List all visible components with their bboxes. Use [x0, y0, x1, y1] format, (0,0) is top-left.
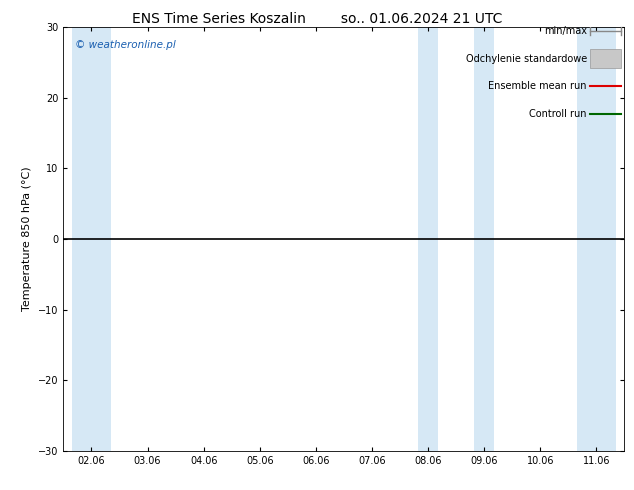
- Bar: [72, 27, 111, 451]
- Bar: [474, 27, 495, 451]
- Bar: [590, 49, 621, 68]
- Text: Odchylenie standardowe: Odchylenie standardowe: [465, 54, 587, 64]
- Y-axis label: Temperature 850 hPa (°C): Temperature 850 hPa (°C): [22, 167, 32, 311]
- Bar: [577, 27, 616, 451]
- Text: min/max: min/max: [544, 26, 587, 36]
- Text: Ensemble mean run: Ensemble mean run: [488, 81, 587, 91]
- Text: © weatheronline.pl: © weatheronline.pl: [75, 40, 176, 49]
- Bar: [418, 27, 438, 451]
- Text: Controll run: Controll run: [529, 109, 587, 119]
- Text: ENS Time Series Koszalin        so.. 01.06.2024 21 UTC: ENS Time Series Koszalin so.. 01.06.2024…: [132, 12, 502, 26]
